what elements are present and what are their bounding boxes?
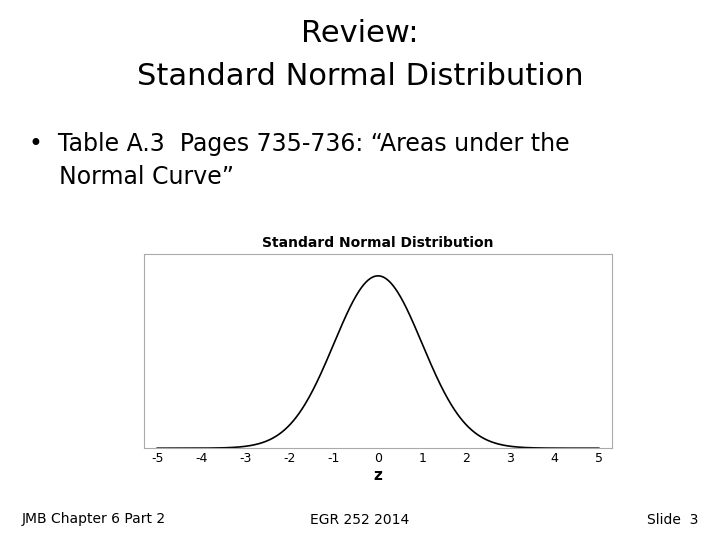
Text: EGR 252 2014: EGR 252 2014	[310, 512, 410, 526]
Text: JMB Chapter 6 Part 2: JMB Chapter 6 Part 2	[22, 512, 166, 526]
Text: •  Table A.3  Pages 735-736: “Areas under the: • Table A.3 Pages 735-736: “Areas under …	[29, 132, 570, 156]
Text: Normal Curve”: Normal Curve”	[29, 165, 234, 188]
Title: Standard Normal Distribution: Standard Normal Distribution	[262, 236, 494, 250]
Text: Standard Normal Distribution: Standard Normal Distribution	[137, 62, 583, 91]
Text: Slide  3: Slide 3	[647, 512, 698, 526]
Text: Review:: Review:	[301, 19, 419, 48]
X-axis label: z: z	[374, 468, 382, 483]
